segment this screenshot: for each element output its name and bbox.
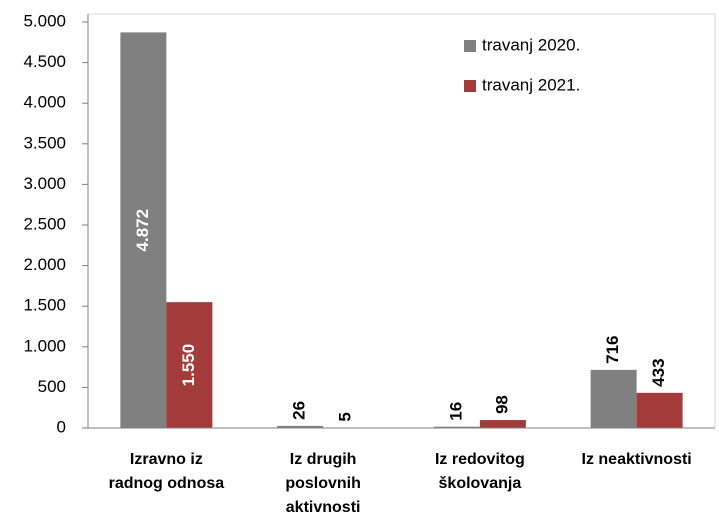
y-tick-label: 3.000 bbox=[23, 174, 66, 193]
value-label: 26 bbox=[290, 401, 309, 420]
bar bbox=[120, 32, 167, 428]
y-tick-label: 500 bbox=[38, 377, 66, 396]
y-tick-label: 2.000 bbox=[23, 255, 66, 274]
value-label: 16 bbox=[446, 402, 465, 421]
bar bbox=[166, 302, 213, 428]
bar bbox=[636, 392, 683, 428]
value-label: 1.550 bbox=[179, 344, 198, 387]
bar bbox=[590, 369, 637, 428]
value-label: 98 bbox=[492, 395, 511, 414]
legend-swatch bbox=[464, 40, 476, 52]
x-tick-label: poslovnih bbox=[285, 475, 361, 492]
bar bbox=[277, 425, 324, 428]
y-tick-label: 1.000 bbox=[23, 336, 66, 355]
legend-label: travanj 2020. bbox=[482, 35, 580, 54]
y-tick-label: 3.500 bbox=[23, 133, 66, 152]
x-tick-label: aktivnosti bbox=[286, 499, 361, 516]
value-label: 4.872 bbox=[133, 209, 152, 252]
x-tick-label: Iz redovitog bbox=[435, 451, 525, 468]
x-tick-label: radnog odnosa bbox=[109, 475, 225, 492]
value-label: 716 bbox=[603, 335, 622, 363]
x-tick-label: Izravno iz bbox=[130, 451, 203, 468]
value-label: 5 bbox=[336, 412, 355, 421]
y-tick-label: 1.500 bbox=[23, 296, 66, 315]
x-tick-label: školovanja bbox=[439, 475, 522, 492]
x-tick-label: Iz drugih bbox=[290, 451, 357, 468]
bar bbox=[479, 420, 526, 428]
y-tick-label: 4.000 bbox=[23, 93, 66, 112]
x-tick-label: Iz neaktivnosti bbox=[582, 451, 692, 468]
y-tick-label: 5.000 bbox=[23, 11, 66, 30]
y-tick-label: 0 bbox=[57, 417, 66, 436]
value-label: 433 bbox=[649, 358, 668, 386]
bar bbox=[433, 426, 480, 428]
y-tick-label: 4.500 bbox=[23, 52, 66, 71]
legend-label: travanj 2021. bbox=[482, 75, 580, 94]
y-tick-label: 2.500 bbox=[23, 214, 66, 233]
legend-swatch bbox=[464, 80, 476, 92]
